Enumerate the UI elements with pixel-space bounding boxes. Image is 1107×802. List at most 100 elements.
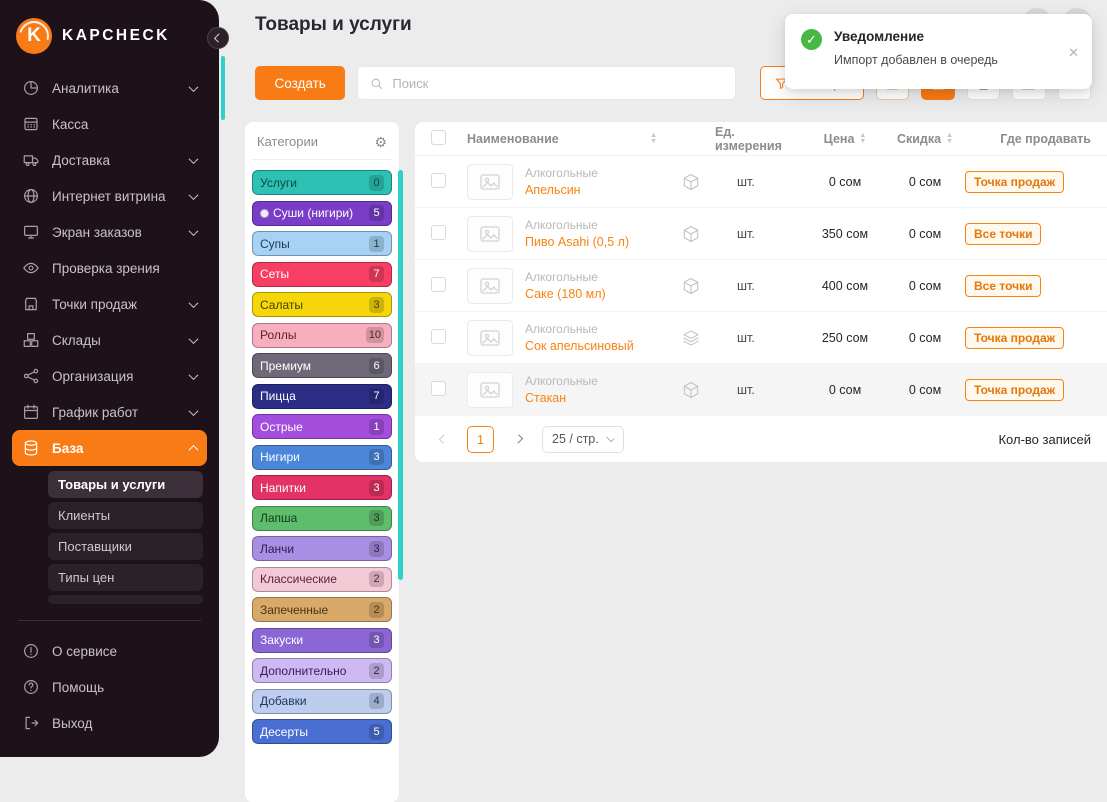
category-chip-lapsha[interactable]: Лапша 3 xyxy=(252,505,392,531)
create-button[interactable]: Создать xyxy=(255,66,346,100)
product-name-link[interactable]: Стакан xyxy=(525,391,567,405)
category-chip-ostrye[interactable]: Острые 1 xyxy=(252,414,392,439)
subitem-label: Типы цен xyxy=(58,570,115,585)
category-chip-deserty[interactable]: Десерты 5 xyxy=(252,719,392,744)
sidebar-item-work-schedule[interactable]: График работ xyxy=(12,394,207,430)
row-checkbox[interactable] xyxy=(431,172,446,188)
select-all-checkbox[interactable] xyxy=(431,129,446,145)
category-chip-supy[interactable]: Супы 1 xyxy=(252,231,392,256)
row-checkbox[interactable] xyxy=(431,224,446,240)
sort-icon-discount[interactable]: ▲ ▼ xyxy=(946,131,954,145)
category-chip-dopolnitelno[interactable]: Дополнительно 2 xyxy=(252,658,392,683)
sidebar-item-order-screen[interactable]: Экран заказов xyxy=(12,214,207,250)
sidebar-subitem-clients[interactable]: Клиенты xyxy=(48,502,203,529)
table-row[interactable]: Алкогольные Апельсин шт. 0 сом 0 сом Точ… xyxy=(415,156,1107,208)
product-name-link[interactable]: Пиво Asahi (0,5 л) xyxy=(525,235,630,249)
info-circle-icon xyxy=(22,642,40,660)
pagination-next-button[interactable] xyxy=(506,427,530,451)
sidebar-subitem-products-services[interactable]: Товары и услуги xyxy=(48,471,203,498)
toolbar: Создать Фильтры ⚙ xyxy=(255,66,1091,100)
where-to-sell-chip[interactable]: Точка продаж xyxy=(965,170,1065,193)
sidebar-item-base[interactable]: База xyxy=(12,430,207,466)
where-to-sell-chip[interactable]: Точка продаж xyxy=(965,378,1065,401)
sidebar-item-cashbox[interactable]: Касса xyxy=(12,106,207,142)
sidebar-item-warehouses[interactable]: Склады xyxy=(12,322,207,358)
sidebar-subitem-suppliers[interactable]: Поставщики xyxy=(48,533,203,560)
category-count: 3 xyxy=(369,510,384,526)
product-image-placeholder xyxy=(467,319,513,356)
table-row[interactable]: Алкогольные Сок апельсиновый шт. 250 сом… xyxy=(415,312,1107,364)
sidebar-item-label: Организация xyxy=(52,368,134,384)
close-icon[interactable]: ✕ xyxy=(1068,45,1079,60)
sidebar-subitem-price-types[interactable]: Типы цен xyxy=(48,564,203,591)
sidebar-item-label: Интернет витрина xyxy=(52,188,166,204)
category-chip-salaty[interactable]: Салаты 3 xyxy=(252,292,392,317)
category-emoji-icon xyxy=(260,208,269,218)
category-count: 2 xyxy=(369,662,384,679)
image-icon xyxy=(480,381,500,398)
row-checkbox[interactable] xyxy=(431,380,446,396)
category-chip-klassicheskie[interactable]: Классические 2 xyxy=(252,566,392,592)
table-row[interactable]: Алкогольные Пиво Asahi (0,5 л) шт. 350 с… xyxy=(415,208,1107,260)
where-to-sell-chip[interactable]: Все точки xyxy=(965,274,1042,297)
where-to-sell-chip[interactable]: Все точки xyxy=(965,222,1042,245)
category-chip-napitki[interactable]: Напитки 3 xyxy=(252,475,392,500)
row-checkbox[interactable] xyxy=(431,328,446,344)
category-label-text: Суши (нигири) xyxy=(273,206,354,220)
categories-header: Категории ⚙ xyxy=(252,132,392,160)
categories-scrollbar-thumb[interactable] xyxy=(398,170,403,580)
image-icon xyxy=(480,173,500,190)
product-image-placeholder xyxy=(467,163,513,200)
main-scrollbar-thumb[interactable] xyxy=(221,56,225,120)
calendar-icon xyxy=(22,403,40,421)
search-input[interactable] xyxy=(392,75,724,91)
page-size-select[interactable]: 25 / стр. xyxy=(542,425,624,453)
sidebar-item-online-storefront[interactable]: Интернет витрина xyxy=(12,178,207,214)
category-chip-premium[interactable]: Премиум 6 xyxy=(252,353,392,378)
sidebar-item-organization[interactable]: Организация xyxy=(12,358,207,394)
sidebar-item-sales-points[interactable]: Точки продаж xyxy=(12,286,207,322)
subitem-label: Товары и услуги xyxy=(58,477,166,492)
category-count: 7 xyxy=(369,388,384,404)
category-chip-uslugi[interactable]: Услуги 0 xyxy=(252,170,392,195)
category-count: 10 xyxy=(365,327,384,343)
product-name-link[interactable]: Сок апельсиновый xyxy=(525,339,634,353)
toast-message: Импорт добавлен в очередь xyxy=(834,53,998,67)
table-row[interactable]: Алкогольные Саке (180 мл) шт. 400 сом 0 … xyxy=(415,260,1107,312)
product-name-link[interactable]: Апельсин xyxy=(525,183,581,197)
category-count: 3 xyxy=(369,449,384,465)
category-chip-sushi-nigiri[interactable]: Суши (нигири) 5 xyxy=(252,200,392,226)
pagination-page-1[interactable]: 1 xyxy=(467,425,494,453)
category-chip-pizza[interactable]: Пицца 7 xyxy=(252,383,392,409)
category-chip-dobavki[interactable]: Добавки 4 xyxy=(252,688,392,714)
sidebar-item-logout[interactable]: Выход xyxy=(12,705,207,741)
category-chip-zakuski[interactable]: Закуски 3 xyxy=(252,627,392,653)
category-chip-nigiri[interactable]: Нигири 3 xyxy=(252,444,392,470)
sidebar-item-vision-check[interactable]: Проверка зрения xyxy=(12,250,207,286)
category-chip-sety[interactable]: Сеты 7 xyxy=(252,261,392,287)
row-checkbox[interactable] xyxy=(431,276,446,292)
box-icon xyxy=(681,276,701,296)
category-chip-zapechennye[interactable]: Запеченные 2 xyxy=(252,597,392,622)
category-count: 4 xyxy=(369,693,384,709)
table-row[interactable]: Алкогольные Стакан шт. 0 сом 0 сом Точка… xyxy=(415,364,1107,416)
product-price: 0 сом xyxy=(828,382,862,397)
categories-settings-gear-icon[interactable]: ⚙ xyxy=(374,133,387,150)
pagination-prev-button[interactable] xyxy=(431,427,455,451)
where-to-sell-chip[interactable]: Точка продаж xyxy=(965,326,1065,349)
sidebar-item-delivery[interactable]: Доставка xyxy=(12,142,207,178)
search-box[interactable] xyxy=(357,66,736,100)
sort-icon-price[interactable]: ▲ ▼ xyxy=(859,131,867,145)
sidebar-item-about[interactable]: О сервисе xyxy=(12,633,207,669)
category-chip-lanchi[interactable]: Ланчи 3 xyxy=(252,536,392,561)
category-chip-rolly[interactable]: Роллы 10 xyxy=(252,322,392,348)
sidebar-item-help[interactable]: Помощь xyxy=(12,669,207,705)
sidebar-item-analytics[interactable]: Аналитика xyxy=(12,70,207,106)
product-name-link[interactable]: Саке (180 мл) xyxy=(525,287,606,301)
monitor-icon xyxy=(22,223,40,241)
chevron-left-icon xyxy=(213,33,223,43)
sidebar-collapse-button[interactable] xyxy=(207,27,229,49)
sort-icon-name[interactable]: ▲ ▼ xyxy=(650,131,657,145)
category-count: 5 xyxy=(369,205,384,221)
image-icon xyxy=(480,329,500,346)
